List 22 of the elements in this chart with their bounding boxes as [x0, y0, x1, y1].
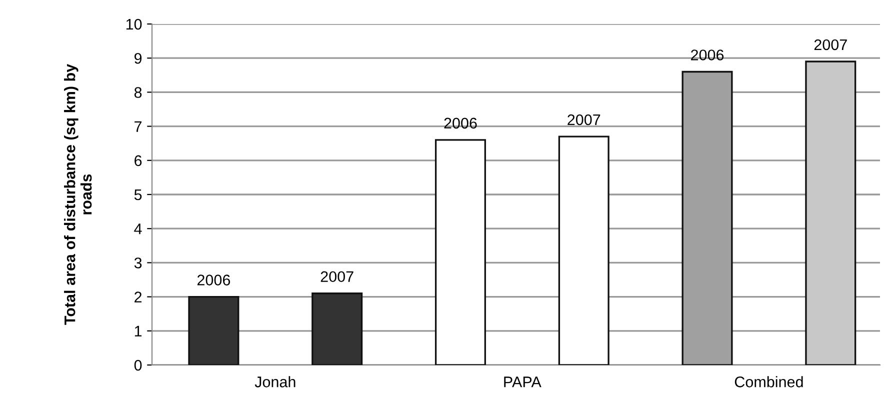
x-tick-label: Jonah: [254, 376, 296, 388]
series-label: 2006: [444, 118, 477, 129]
y-tick-label: 1: [134, 326, 142, 336]
y-tick-label: 4: [134, 224, 142, 234]
y-tick-label: 0: [134, 360, 142, 371]
y-tick-label: 3: [134, 258, 142, 268]
y-axis-title: Total area of disturbance (sq km) by roads: [64, 64, 92, 325]
text: 2007: [568, 114, 600, 126]
bar: [805, 60, 856, 365]
text: 2006: [691, 50, 724, 60]
y-tick-label: 7: [134, 121, 142, 132]
x-tick-label: Combined: [734, 376, 803, 388]
text: 2007: [814, 39, 847, 50]
y-tick-label: 9: [134, 52, 142, 64]
y-tick-label: 10: [126, 18, 142, 30]
y-tick-label: 8: [134, 87, 142, 98]
y-tick-label: 2: [134, 292, 142, 302]
y-tick-label: 5: [134, 190, 142, 200]
text: 2006: [197, 274, 230, 286]
series-label: 2007: [320, 271, 354, 282]
y-tick-label: 6: [134, 155, 142, 166]
x-tick-label: PAPA: [504, 376, 542, 388]
